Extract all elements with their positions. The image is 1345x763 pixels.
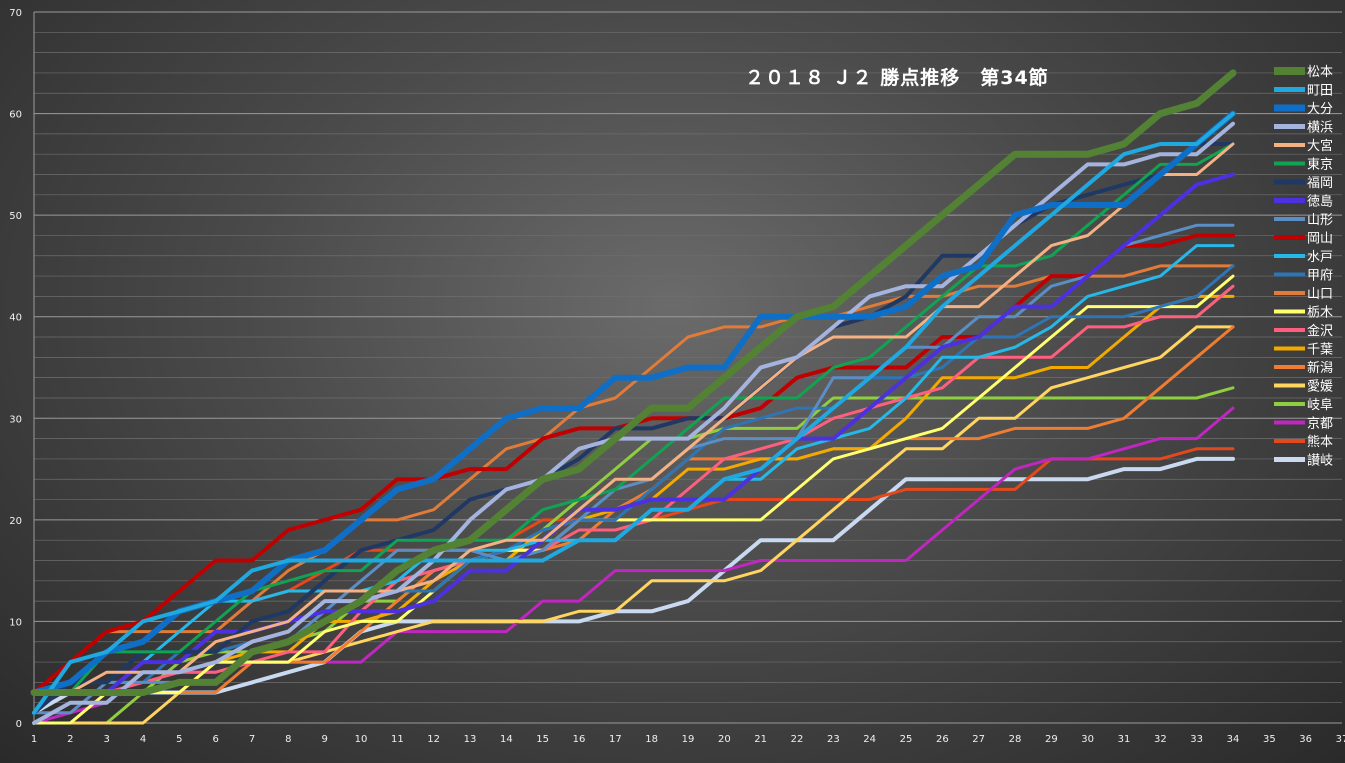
legend-label: 徳島 <box>1307 195 1333 210</box>
x-tick-label: 7 <box>249 734 255 745</box>
series-line-讃岐 <box>32 456 1235 715</box>
x-tick-label: 30 <box>1081 734 1094 745</box>
x-tick-label: 21 <box>754 734 767 745</box>
series-line-松本 <box>30 69 1237 696</box>
x-tick-label: 36 <box>1299 734 1312 745</box>
y-tick-label: 30 <box>9 414 22 425</box>
x-tick-label: 35 <box>1263 734 1276 745</box>
legend-label: 新潟 <box>1307 360 1333 376</box>
legend-label: 千葉 <box>1307 343 1333 358</box>
x-tick-label: 23 <box>827 734 840 745</box>
legend-label: 横浜 <box>1307 121 1333 136</box>
legend-label: 大分 <box>1307 102 1333 117</box>
series-line-山口 <box>32 264 1235 694</box>
x-tick-label: 15 <box>536 734 549 745</box>
x-tick-label: 3 <box>103 734 109 745</box>
x-tick-label: 8 <box>285 734 291 745</box>
x-tick-label: 32 <box>1154 734 1167 745</box>
x-tick-label: 12 <box>427 734 440 745</box>
legend-label: 甲府 <box>1307 269 1333 284</box>
x-tick-label: 10 <box>355 734 368 745</box>
x-tick-label: 26 <box>936 734 949 745</box>
series-line-徳島 <box>32 172 1235 695</box>
legend-label: 栃木 <box>1307 306 1333 321</box>
y-tick-label: 60 <box>9 110 22 121</box>
x-tick-label: 31 <box>1118 734 1131 745</box>
x-tick-label: 24 <box>863 734 876 745</box>
legend-label: 愛媛 <box>1307 380 1333 395</box>
x-tick-label: 37 <box>1336 734 1345 745</box>
x-tick-label: 5 <box>176 734 182 745</box>
x-tick-label: 27 <box>972 734 985 745</box>
x-tick-label: 16 <box>573 734 586 745</box>
legend-label: 東京 <box>1307 157 1333 173</box>
legend-label: 山形 <box>1307 213 1333 228</box>
series-line-甲府 <box>32 264 1235 715</box>
legend-label: 金沢 <box>1307 323 1333 339</box>
x-tick-label: 20 <box>718 734 731 745</box>
y-tick-label: 10 <box>9 617 22 628</box>
legend-label: 岡山 <box>1307 232 1333 247</box>
x-tick-label: 2 <box>67 734 73 745</box>
x-tick-label: 13 <box>464 734 477 745</box>
x-tick-label: 14 <box>500 734 513 745</box>
x-tick-label: 19 <box>682 734 695 745</box>
series-line-新潟 <box>32 325 1235 694</box>
legend-label: 山口 <box>1307 287 1333 302</box>
legend-label: 岐阜 <box>1307 397 1333 413</box>
x-tick-label: 6 <box>212 734 218 745</box>
legend-label: 大宮 <box>1307 138 1333 154</box>
x-tick-label: 22 <box>791 734 804 745</box>
legend-label: 町田 <box>1307 84 1333 99</box>
legend-label: 京都 <box>1307 417 1333 432</box>
x-tick-label: 29 <box>1045 734 1058 745</box>
y-tick-label: 40 <box>9 313 22 324</box>
series-lines <box>30 69 1237 725</box>
series-line-山形 <box>32 223 1235 715</box>
chart-title: ２０１８ Ｊ２ 勝点推移 第34節 <box>745 66 1049 89</box>
x-tick-label: 4 <box>140 734 146 745</box>
series-line-水戸 <box>32 244 1235 694</box>
y-tick-label: 0 <box>16 719 22 730</box>
y-tick-label: 50 <box>9 211 22 222</box>
legend-label: 熊本 <box>1307 434 1333 450</box>
x-tick-label: 17 <box>609 734 622 745</box>
x-tick-label: 28 <box>1009 734 1022 745</box>
series-line-町田 <box>32 111 1235 715</box>
series-line-大分 <box>31 110 1236 696</box>
series-line-大宮 <box>32 142 1235 694</box>
chart-legend: 松本町田大分横浜大宮東京福岡徳島山形岡山水戸甲府山口栃木金沢千葉新潟愛媛岐阜京都… <box>1274 65 1333 469</box>
y-tick-label: 20 <box>9 516 22 527</box>
x-tick-label: 9 <box>321 734 327 745</box>
y-tick-label: 70 <box>9 8 22 19</box>
legend-label: 水戸 <box>1307 250 1333 265</box>
legend-label: 讃岐 <box>1307 454 1333 469</box>
legend-label: 松本 <box>1307 65 1333 80</box>
x-tick-label: 33 <box>1190 734 1203 745</box>
x-tick-label: 34 <box>1227 734 1240 745</box>
series-line-栃木 <box>32 274 1235 725</box>
legend-label: 福岡 <box>1307 176 1333 191</box>
x-tick-label: 25 <box>900 734 913 745</box>
x-tick-label: 1 <box>31 734 37 745</box>
x-tick-label: 18 <box>645 734 658 745</box>
x-tick-label: 11 <box>391 734 404 745</box>
